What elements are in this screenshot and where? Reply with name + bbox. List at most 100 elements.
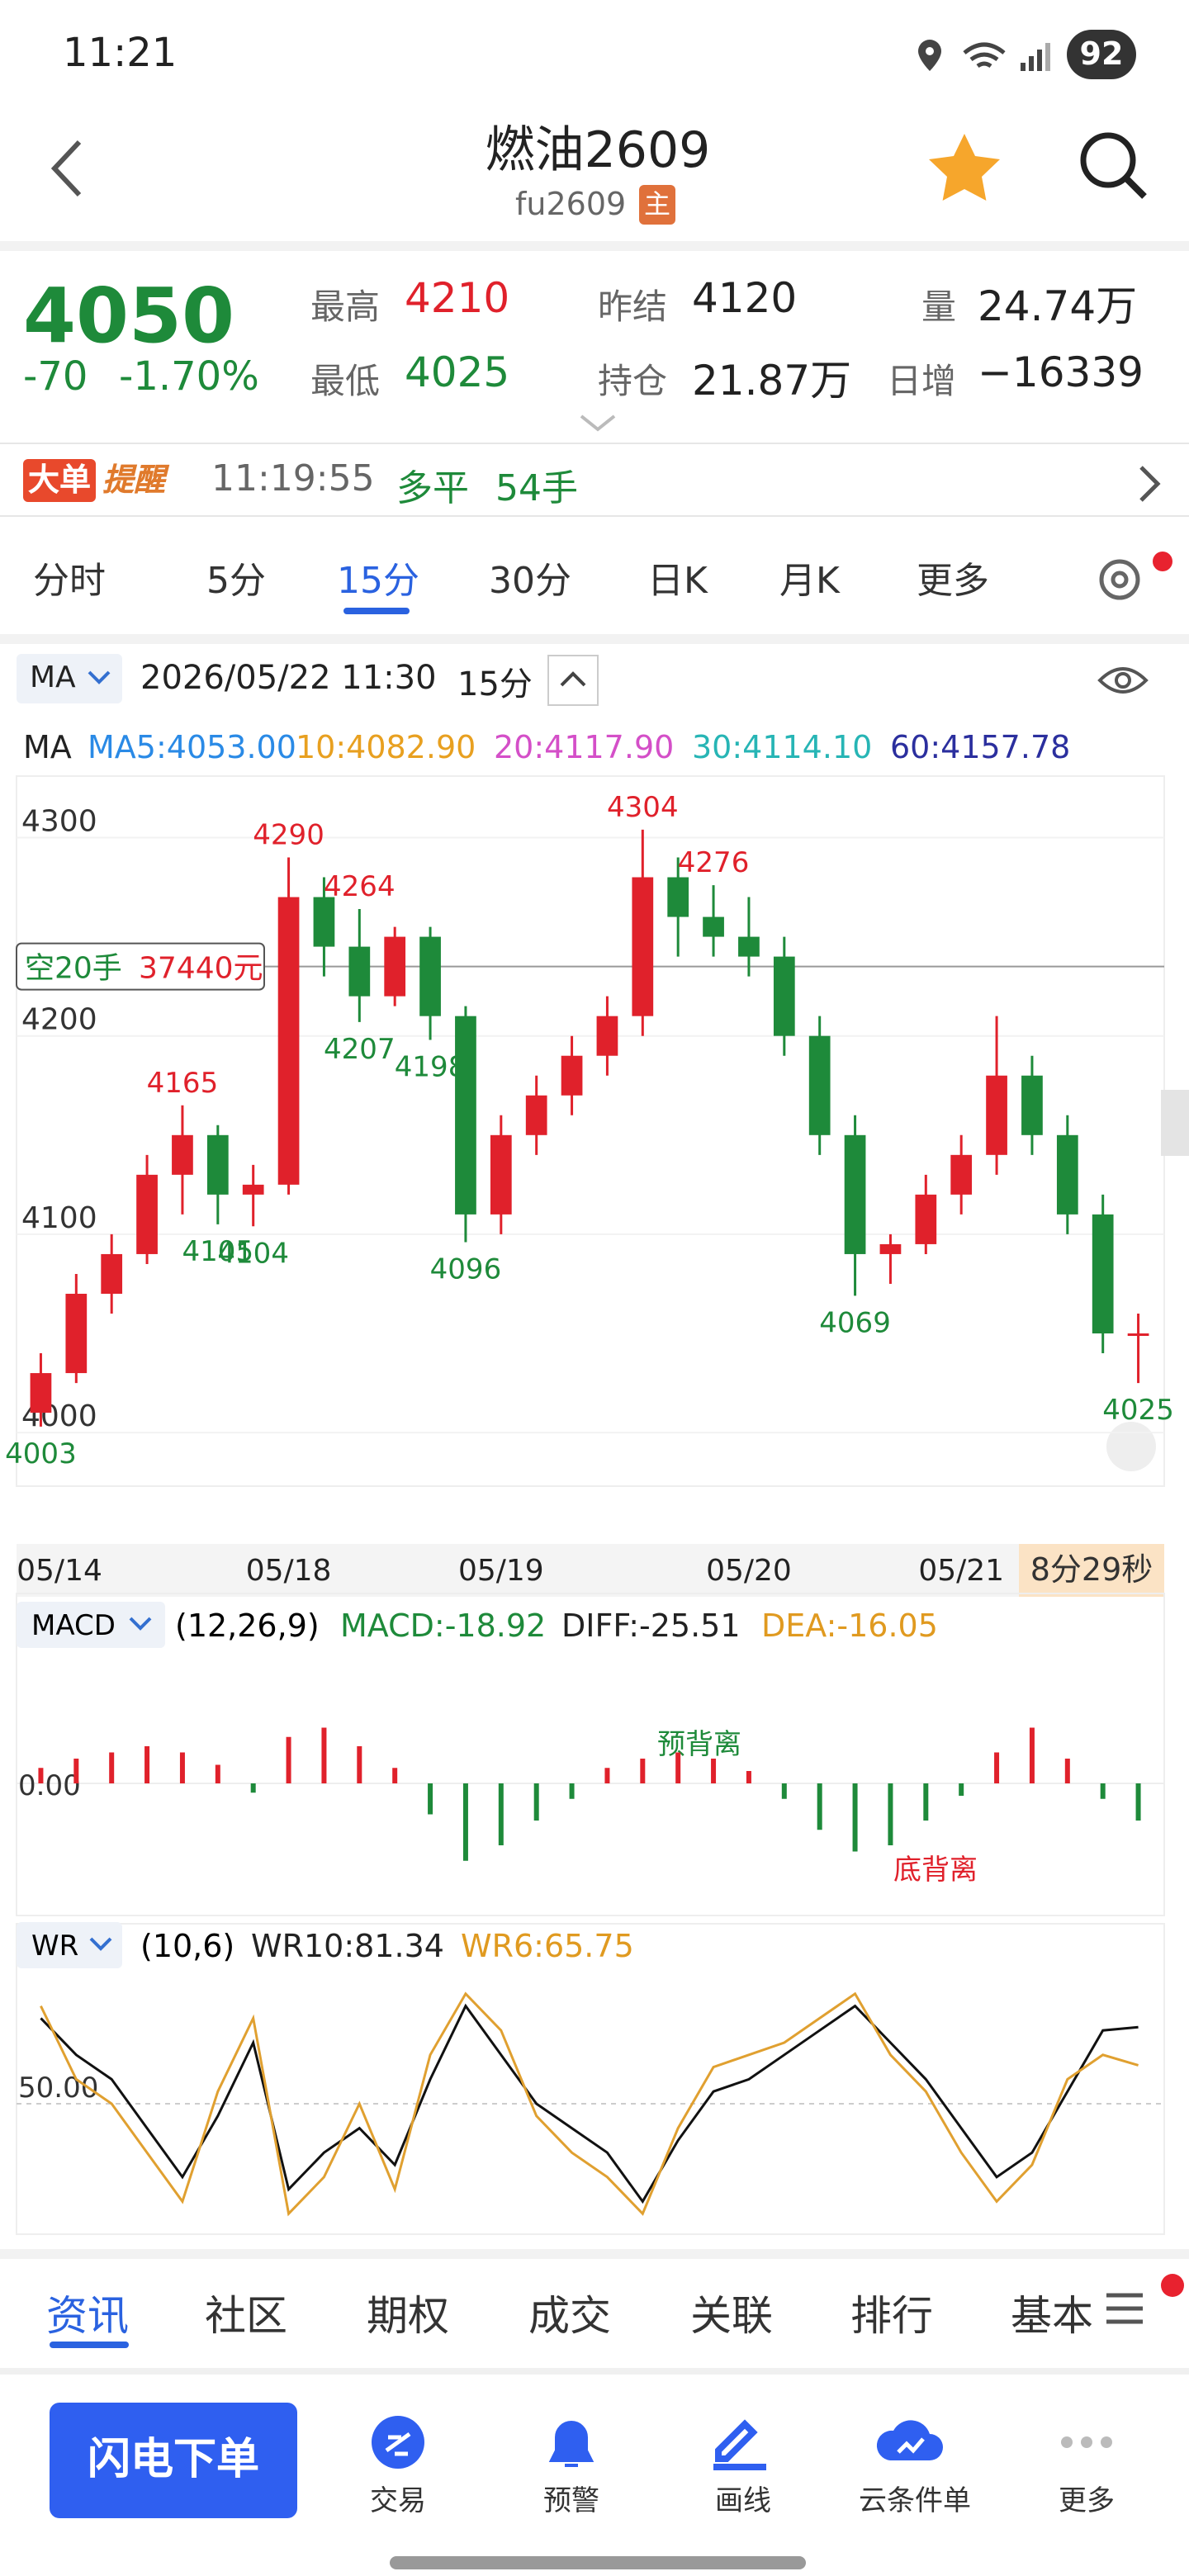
dropdown	[89, 1937, 112, 1951]
search[interactable]	[1077, 129, 1149, 205]
candle-body	[738, 936, 760, 957]
candle-body	[1092, 1214, 1114, 1334]
candle-body	[348, 946, 371, 997]
bottom-tab[interactable]: 社区	[205, 2292, 288, 2340]
indicator-select[interactable]	[17, 1922, 122, 1968]
toolbar-item[interactable]: 更多	[1059, 2485, 1115, 2518]
candle-body	[313, 897, 335, 947]
wr-line	[40, 1991, 1139, 2217]
wr10-value: WR10:81.34	[251, 1928, 444, 1964]
toolbar-icons	[372, 2416, 1112, 2470]
high-label: 4290	[253, 818, 324, 851]
candle-body	[30, 1373, 52, 1413]
period-tab[interactable]: 30分	[489, 561, 571, 603]
wr-frame	[16, 1923, 1165, 2235]
candle-body	[844, 1134, 866, 1254]
value: 4120	[692, 274, 798, 322]
high-label: 4264	[324, 870, 396, 903]
y-tick-label: 4300	[21, 804, 97, 838]
candle-body	[455, 1016, 476, 1215]
position-box	[16, 942, 265, 991]
expand[interactable]	[578, 413, 618, 433]
period: 15分	[457, 664, 533, 703]
countdown: 8分29秒	[1030, 1551, 1153, 1588]
candle-body	[667, 877, 689, 917]
low-label: 4198	[395, 1050, 467, 1083]
candle-body	[1127, 1333, 1149, 1337]
period-tab[interactable]: 日K	[647, 561, 708, 603]
wr-name: WR	[31, 1930, 78, 1963]
bottom-tab[interactable]: 期权	[367, 2292, 450, 2340]
home-indicator	[390, 2556, 806, 2569]
period-tab[interactable]: 更多	[917, 561, 990, 603]
bottom-tab[interactable]: 关联	[690, 2292, 774, 2340]
ma-value: MA5:4053.00	[88, 730, 296, 766]
x-tick-label: 05/18	[246, 1554, 332, 1588]
fullscreen[interactable]	[1106, 1422, 1156, 1471]
macd-frame	[16, 1593, 1165, 1916]
bottom-tab[interactable]: 成交	[528, 2292, 612, 2340]
status-icons	[918, 40, 1050, 71]
period-tab[interactable]: 15分	[337, 561, 419, 603]
label: 量	[921, 287, 956, 327]
dropdown	[88, 670, 111, 684]
period-tab[interactable]: 月K	[779, 561, 840, 603]
candle-body	[206, 1134, 229, 1195]
last-price: 4050	[23, 271, 235, 360]
settings[interactable]	[1093, 552, 1176, 611]
x-tick-label: 05/14	[17, 1554, 102, 1588]
candle-body	[172, 1134, 193, 1175]
side-handle[interactable]	[1161, 1090, 1189, 1156]
alert-type: 多平	[396, 469, 470, 510]
toolbar-item[interactable]: 云条件单	[859, 2485, 971, 2518]
back-button[interactable]	[46, 139, 86, 198]
tab-indicator	[50, 2342, 129, 2348]
ma-value: 10:4082.90	[296, 730, 476, 766]
divergence-label: 底背离	[893, 1854, 978, 1887]
code: fu2609	[515, 187, 627, 223]
flash-order-button[interactable]: 闪电下单	[50, 2403, 297, 2518]
candle-body	[561, 1055, 583, 1096]
candle-body	[950, 1154, 973, 1195]
battery: 92	[1067, 30, 1136, 79]
bottom-tab[interactable]: 资讯	[46, 2292, 130, 2340]
bottom-tab[interactable]: 排行	[850, 2292, 934, 2340]
bottom-tab[interactable]: 基本	[1011, 2292, 1094, 2340]
change: -70	[23, 353, 88, 400]
candle-body	[703, 916, 724, 937]
countdown-box	[1019, 1544, 1164, 1597]
label: 昨结	[598, 287, 667, 327]
alert-time: 11:19:55	[211, 459, 375, 500]
value: 4025	[405, 348, 510, 396]
alert-badge: 大单	[23, 459, 97, 502]
toolbar-item[interactable]: 交易	[370, 2485, 426, 2518]
macd-name: MACD	[31, 1609, 116, 1642]
wr6-value: WR6:65.75	[461, 1928, 634, 1964]
ma-value: 30:4114.10	[692, 730, 873, 766]
low-label: 4003	[5, 1437, 77, 1470]
eye[interactable]	[1097, 661, 1149, 700]
period-tab[interactable]: 分时	[33, 561, 107, 603]
toolbar-item[interactable]: 预警	[543, 2485, 599, 2518]
dropdown	[129, 1617, 152, 1631]
candle-body	[490, 1134, 512, 1215]
position-amount: 37440元	[139, 952, 263, 986]
menu[interactable]	[1100, 2272, 1189, 2338]
candle-body	[632, 877, 654, 1016]
label: 持仓	[598, 362, 667, 401]
collapse[interactable]	[547, 654, 599, 707]
favorite-star[interactable]	[925, 129, 1004, 205]
y-tick-label: 0.00	[18, 1769, 81, 1802]
macd-params: (12,26,9)	[175, 1608, 320, 1644]
low-label: 4104	[217, 1237, 289, 1270]
indicator-select[interactable]	[17, 1602, 165, 1648]
wr-line	[40, 2003, 1139, 2204]
toolbar-item[interactable]: 画线	[715, 2485, 771, 2518]
date-axis	[17, 1544, 1164, 1597]
candle-body	[986, 1075, 1007, 1155]
alert-more[interactable]	[1136, 462, 1163, 505]
period-tab[interactable]: 5分	[206, 561, 266, 603]
main-badge: 主	[639, 185, 675, 225]
x-tick-label: 05/20	[706, 1554, 792, 1588]
